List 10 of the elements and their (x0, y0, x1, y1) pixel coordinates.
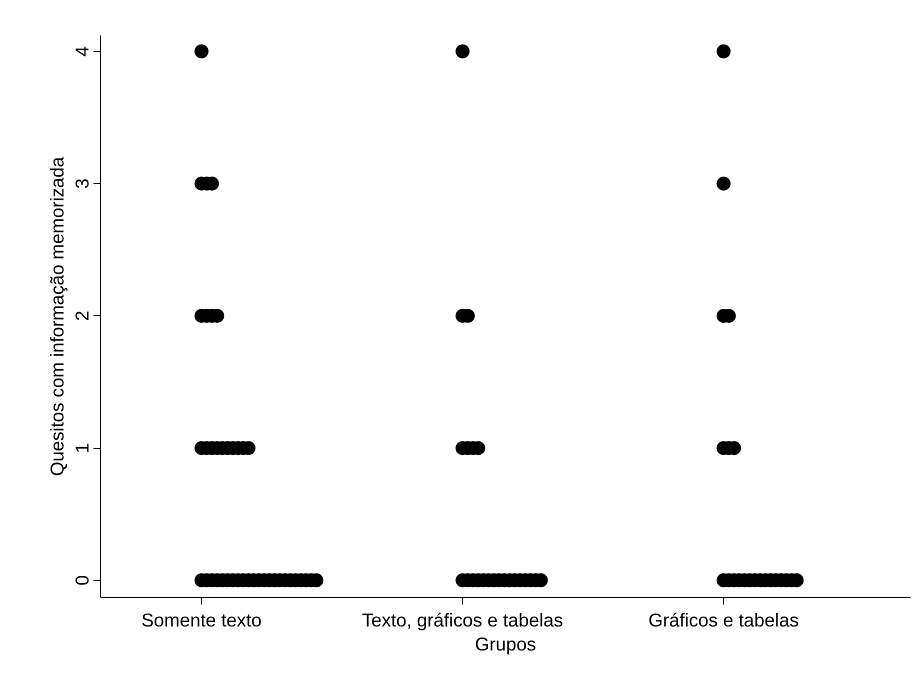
y-tick-label: 2 (72, 310, 92, 322)
x-axis-title: Grupos (474, 634, 536, 654)
x-tick-label: Gráficos e tabelas (648, 610, 799, 630)
y-tick-label: 3 (72, 178, 92, 189)
y-tick-label: 0 (72, 575, 92, 586)
x-tick-label: Somente texto (141, 610, 262, 630)
y-tick-label: 1 (72, 442, 92, 454)
x-tick-label: Texto, gráficos e tabelas (362, 610, 564, 630)
y-tick-label: 4 (72, 46, 92, 57)
y-axis-title: Quesitos com informação memorizada (46, 156, 68, 476)
